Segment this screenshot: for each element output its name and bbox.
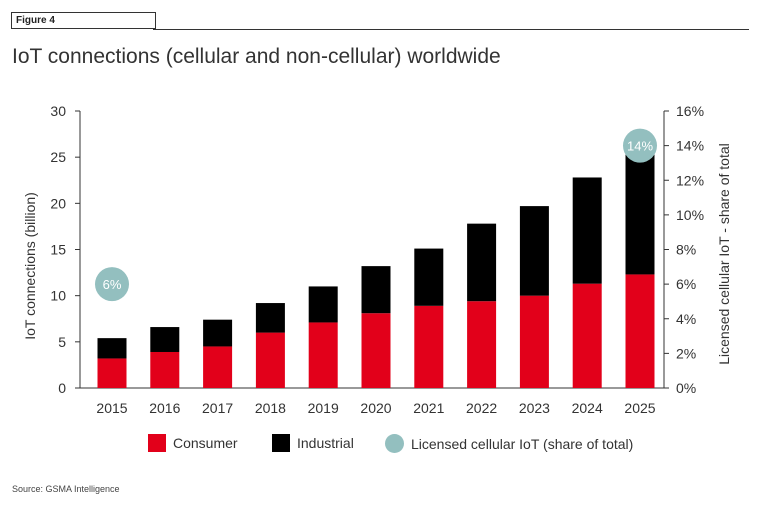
- bar-consumer: [150, 351, 180, 388]
- legend-licensed: Licensed cellular IoT (share of total): [385, 434, 633, 453]
- bar-industrial: [519, 206, 549, 296]
- legend-industrial: Industrial: [272, 434, 354, 452]
- bar-consumer: [519, 295, 549, 388]
- share-circle: [95, 267, 129, 302]
- bar-industrial: [572, 177, 602, 284]
- x-tick-label: 2021: [413, 400, 444, 416]
- y-tick-label: 0: [58, 380, 66, 396]
- x-tick-label: 2023: [519, 400, 550, 416]
- bar-industrial: [255, 303, 285, 333]
- legend-industrial-swatch: [272, 434, 290, 452]
- header-rule: [153, 29, 749, 30]
- bar-consumer: [308, 322, 338, 388]
- legend-industrial-label: Industrial: [297, 435, 354, 451]
- legend-licensed-swatch: [385, 434, 404, 453]
- y2-tick-label: 8%: [676, 242, 696, 258]
- y-tick-label: 15: [50, 242, 66, 258]
- y-tick-label: 25: [50, 149, 66, 165]
- bar-industrial: [467, 223, 497, 302]
- x-tick-label: 2016: [149, 400, 180, 416]
- y-tick-label: 5: [58, 334, 66, 350]
- y2-tick-label: 6%: [676, 276, 696, 292]
- share-circle: [623, 128, 657, 163]
- share-label: 6%: [103, 277, 122, 292]
- bar-industrial: [203, 319, 233, 347]
- y-tick-label: 30: [50, 103, 66, 119]
- x-tick-label: 2015: [96, 400, 127, 416]
- legend-consumer-swatch: [148, 434, 166, 452]
- y2-tick-label: 10%: [676, 207, 704, 223]
- bar-consumer: [97, 358, 127, 388]
- bar-consumer: [625, 274, 655, 388]
- bar-consumer: [361, 313, 391, 388]
- chart-title: IoT connections (cellular and non-cellul…: [12, 45, 501, 68]
- y2-tick-label: 2%: [676, 345, 696, 361]
- bar-industrial: [308, 286, 338, 323]
- y-tick-label: 10: [50, 288, 66, 304]
- bar-consumer: [255, 332, 285, 388]
- bar-consumer: [467, 301, 497, 388]
- bar-consumer: [203, 346, 233, 388]
- legend-consumer-label: Consumer: [173, 435, 238, 451]
- y2-tick-label: 0%: [676, 380, 696, 396]
- x-tick-label: 2025: [624, 400, 655, 416]
- legend-licensed-label: Licensed cellular IoT (share of total): [411, 435, 634, 452]
- x-tick-label: 2022: [466, 400, 497, 416]
- bar-industrial: [150, 327, 180, 352]
- legend-consumer: Consumer: [148, 434, 238, 452]
- x-tick-label: 2020: [360, 400, 391, 416]
- y2-tick-label: 14%: [676, 138, 704, 154]
- bar-industrial: [361, 266, 391, 314]
- bar-consumer: [572, 283, 602, 388]
- x-tick-label: 2024: [572, 400, 603, 416]
- x-tick-label: 2019: [308, 400, 339, 416]
- y-tick-label: 20: [50, 195, 66, 211]
- y-axis-label: IoT connections (billion): [22, 192, 38, 340]
- y2-tick-label: 12%: [676, 172, 704, 188]
- y2-axis-label: Licensed cellular IoT - share of total: [716, 143, 732, 365]
- figure-label: Figure 4: [11, 12, 156, 29]
- bar-industrial: [414, 248, 444, 306]
- x-tick-label: 2017: [202, 400, 233, 416]
- bar-consumer: [414, 305, 444, 388]
- y2-tick-label: 4%: [676, 311, 696, 327]
- source-note: Source: GSMA Intelligence: [12, 484, 120, 494]
- x-tick-label: 2018: [255, 400, 286, 416]
- share-label: 14%: [627, 139, 653, 154]
- y2-tick-label: 16%: [676, 103, 704, 119]
- legend: Consumer Industrial Licensed cellular Io…: [0, 434, 764, 456]
- bar-industrial: [625, 154, 655, 275]
- bar-industrial: [97, 338, 127, 359]
